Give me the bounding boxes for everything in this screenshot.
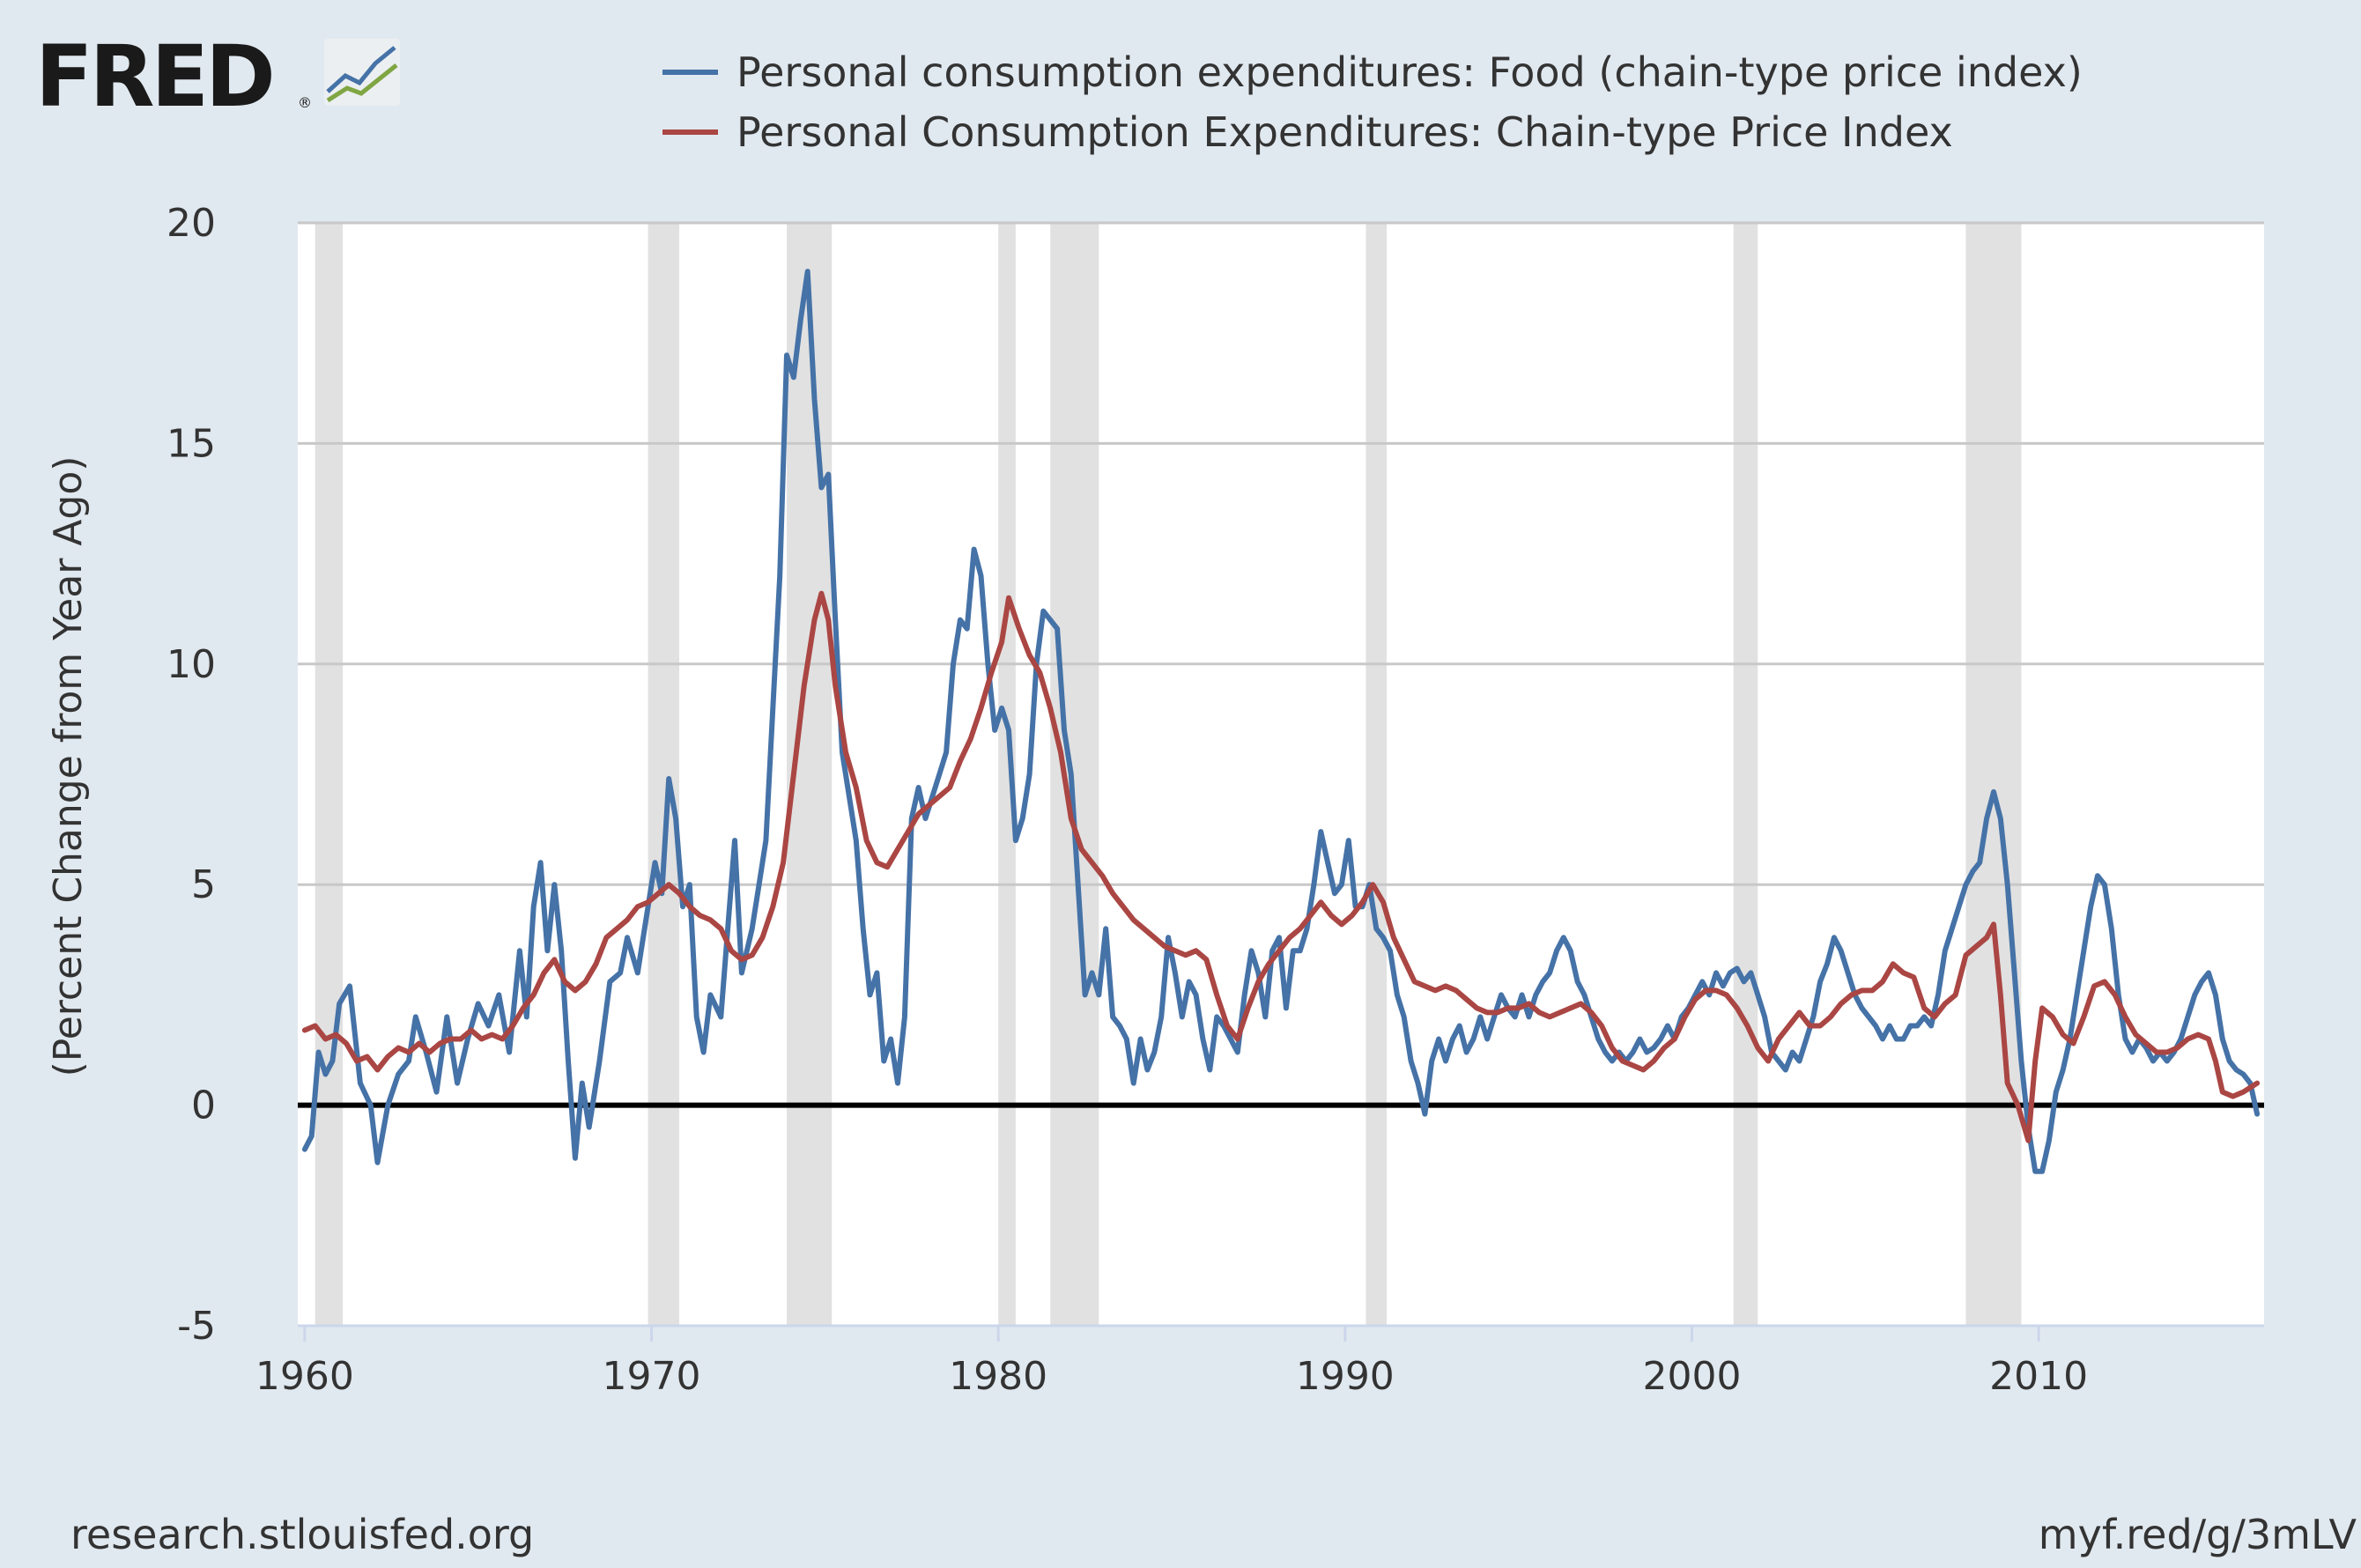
x-tick-label: 1980 xyxy=(949,1354,1047,1399)
x-tick-label: 1960 xyxy=(255,1354,354,1399)
recession-bar xyxy=(1050,223,1099,1326)
short-link[interactable]: myf.red/g/3mLV xyxy=(2039,1511,2357,1558)
recession-bar xyxy=(1366,223,1388,1326)
x-tick-label: 2010 xyxy=(1989,1354,2088,1399)
fred-logo[interactable]: FRED ® xyxy=(35,27,400,126)
x-axis-ticks: 1960 1970 1980 1990 2000 2010 xyxy=(255,1326,2088,1399)
y-tick-label: 20 xyxy=(167,201,216,246)
legend-label-pce: Personal Consumption Expenditures: Chain… xyxy=(736,108,1953,156)
legend-label-food: Personal consumption expenditures: Food … xyxy=(736,48,2083,96)
y-axis-ticks: -5 0 5 10 15 20 xyxy=(167,201,216,1349)
legend: Personal consumption expenditures: Food … xyxy=(662,48,2083,156)
y-tick-label: 5 xyxy=(191,862,216,907)
x-tick-label: 2000 xyxy=(1642,1354,1741,1399)
legend-item-pce[interactable]: Personal Consumption Expenditures: Chain… xyxy=(662,108,1953,156)
recession-bars xyxy=(315,223,2022,1326)
y-tick-label: 10 xyxy=(167,642,216,687)
legend-item-food[interactable]: Personal consumption expenditures: Food … xyxy=(662,48,2083,96)
recession-bar xyxy=(998,223,1016,1326)
y-tick-label: 0 xyxy=(191,1084,216,1128)
recession-bar xyxy=(1733,223,1758,1326)
recession-bar xyxy=(315,223,344,1326)
series-line-food[interactable] xyxy=(301,269,2261,1174)
x-tick-label: 1970 xyxy=(603,1354,701,1399)
source-link[interactable]: research.stlouisfed.org xyxy=(70,1511,534,1558)
gridlines xyxy=(298,221,2264,1328)
y-tick-label: -5 xyxy=(177,1304,216,1349)
registered-mark: ® xyxy=(298,94,312,111)
series-lines xyxy=(301,269,2261,1174)
plot-area xyxy=(298,223,2264,1326)
recession-bar xyxy=(1965,223,2022,1326)
fred-logo-text: FRED xyxy=(35,27,272,126)
y-tick-label: 15 xyxy=(167,421,216,466)
fred-logo-graph-icon xyxy=(324,39,400,106)
y-axis-title: (Percent Change from Year Ago) xyxy=(46,456,91,1077)
x-tick-label: 1990 xyxy=(1296,1354,1395,1399)
recession-bar xyxy=(648,223,680,1326)
series-line-pce[interactable] xyxy=(301,590,2261,1143)
